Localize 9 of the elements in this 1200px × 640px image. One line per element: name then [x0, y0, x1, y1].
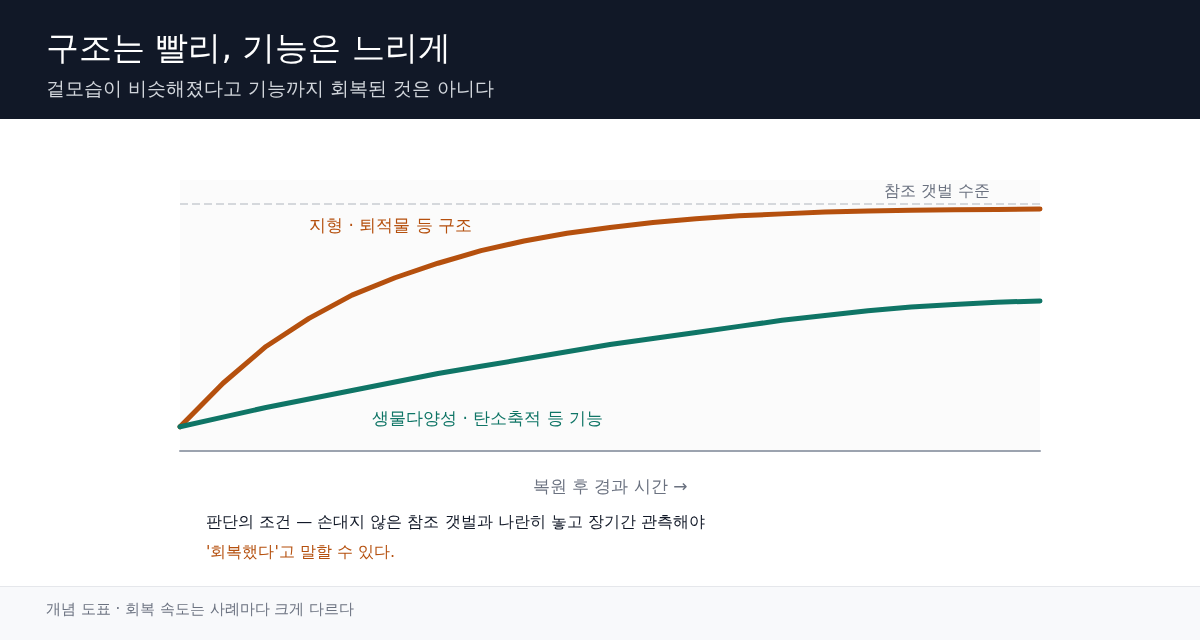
- text: 판단의 조건 — 손대지 않은 참조 갯벌과 나란히 놓고 장기간 관측해야: [206, 511, 705, 533]
- x-axis-title: 복원 후 경과 시간 →: [532, 475, 688, 496]
- text: 개념 도표 · 회복 속도는 사례마다 크게 다르다: [46, 600, 356, 619]
- chart-subtitle: 겉모습이 비슷해졌다고 기능까지 회복된 것은 아니다: [46, 76, 496, 101]
- ref-line-label: 참조 갯벌 수준: [883, 180, 990, 200]
- text: '회복했다'고 말할 수 있다.: [206, 541, 397, 563]
- series-label: 지형 · 퇴적물 등 구조: [309, 214, 473, 235]
- chart-title: 구조는 빨리, 기능은 느리게: [46, 28, 452, 68]
- series-label: 생물다양성 · 탄소축적 등 기능: [372, 408, 604, 429]
